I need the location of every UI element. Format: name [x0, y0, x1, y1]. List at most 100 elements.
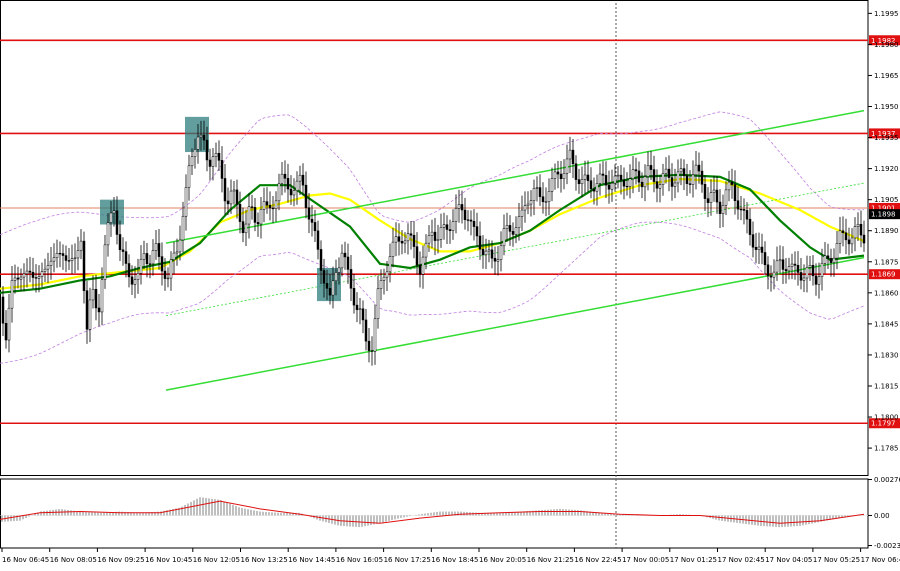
candle-body	[226, 200, 230, 205]
candle-body	[697, 164, 701, 172]
candle-body	[487, 249, 491, 252]
candle-body	[730, 181, 734, 185]
y-tick-label: 1.1890	[874, 227, 899, 235]
candle-body	[256, 222, 260, 225]
candle-body	[253, 207, 257, 223]
candle-body	[853, 226, 857, 239]
candle-body	[670, 177, 674, 187]
candle-body	[721, 204, 725, 214]
candle-body	[751, 234, 755, 248]
candle-body	[583, 174, 587, 180]
candle-body	[238, 203, 242, 222]
candle-body	[739, 208, 743, 211]
candle-body	[337, 267, 341, 273]
candle-body	[25, 270, 29, 275]
candle-body	[676, 171, 680, 184]
grid	[0, 0, 869, 549]
candle-body	[535, 187, 539, 189]
macd-frame	[0, 478, 869, 549]
trend-line[interactable]	[165, 109, 865, 244]
candle-body	[55, 252, 59, 259]
candle-body	[379, 280, 383, 290]
candle-body	[43, 268, 47, 272]
candle-body	[295, 180, 299, 191]
candle-body	[556, 171, 560, 175]
candle-body	[133, 279, 137, 285]
candle-body	[67, 260, 71, 262]
candle-body	[409, 233, 413, 236]
candle-body	[187, 165, 191, 188]
candle-body	[757, 246, 761, 250]
candle-body	[391, 241, 395, 257]
candle-body	[400, 241, 404, 244]
candle-body	[571, 149, 575, 165]
candle-body	[817, 276, 821, 285]
candle-body	[112, 210, 116, 214]
candle-body	[286, 178, 290, 190]
candle-body	[466, 219, 470, 221]
x-tick-label: 16 Nov 17:25	[384, 556, 431, 564]
candle-body	[16, 277, 20, 280]
candle-body	[442, 224, 446, 228]
candle-body	[436, 239, 440, 241]
x-tick-label: 16 Nov 16:05	[336, 556, 383, 564]
candle-body	[394, 236, 398, 243]
y-tick-label: 1.1935	[874, 134, 899, 142]
candle-body	[13, 277, 17, 281]
candle-body	[727, 181, 731, 191]
x-tick-label: 17 Nov 06:45	[861, 556, 900, 564]
candle-body	[94, 288, 98, 309]
candle-body	[658, 184, 662, 189]
candle-body	[709, 192, 713, 203]
candle-body	[703, 184, 707, 199]
candle-body	[301, 174, 305, 186]
candle-body	[541, 196, 545, 203]
candle-body	[673, 182, 677, 187]
candle-body	[79, 240, 83, 251]
x-tick-label: 16 Nov 20:05	[479, 556, 526, 564]
macd-tick-label: 0.00276	[874, 476, 900, 484]
candle-body	[586, 174, 590, 181]
candle-body	[340, 252, 344, 269]
candle-body	[805, 267, 809, 279]
x-tick-label: 16 Nov 09:25	[97, 556, 144, 564]
candle-body	[475, 226, 479, 237]
candle-body	[244, 223, 248, 234]
candle-body	[211, 156, 215, 167]
candle-body	[787, 266, 791, 272]
candle-body	[355, 304, 359, 310]
candle-body	[643, 176, 647, 188]
candle-body	[781, 259, 785, 270]
y-tick-label: 1.1920	[874, 165, 899, 173]
candle-body	[274, 200, 278, 209]
candle-body	[652, 169, 656, 182]
candle-body	[91, 288, 95, 301]
candle-body	[826, 255, 830, 259]
candle-body	[250, 206, 254, 208]
x-tick-label: 16 Nov 22:45	[574, 556, 621, 564]
candle-body	[163, 270, 167, 279]
candle-body	[247, 206, 251, 225]
macd-tick-label: 0.00	[874, 512, 890, 520]
candle-body	[517, 216, 521, 228]
candle-body	[622, 179, 626, 187]
y-tick-label: 1.1875	[874, 258, 899, 266]
candle-body	[712, 189, 716, 193]
candle-body	[562, 173, 566, 180]
candle-body	[514, 227, 518, 235]
candle-body	[640, 181, 644, 188]
trend-channel[interactable]	[165, 109, 865, 391]
candle-body	[349, 269, 353, 289]
candle-body	[694, 164, 698, 176]
candle-body	[592, 188, 596, 192]
trend-line[interactable]	[165, 256, 865, 391]
candle-body	[589, 180, 593, 190]
candle-body	[799, 272, 803, 281]
candle-body	[460, 204, 464, 211]
candle-body	[577, 179, 581, 185]
price-label-bg	[869, 202, 900, 213]
